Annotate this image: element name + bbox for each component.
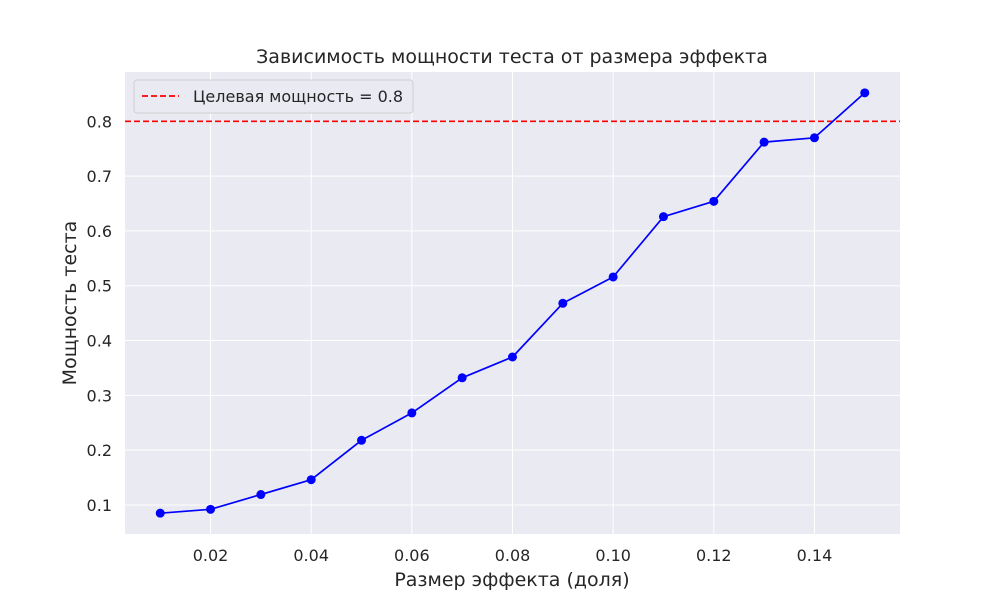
data-point bbox=[306, 475, 316, 485]
data-point bbox=[759, 137, 769, 147]
x-tick-label: 0.06 bbox=[394, 546, 430, 565]
x-tick-label: 0.10 bbox=[595, 546, 631, 565]
y-tick-label: 0.3 bbox=[87, 386, 112, 405]
chart-title: Зависимость мощности теста от размера эф… bbox=[256, 46, 768, 68]
series-layer bbox=[155, 88, 870, 518]
data-point bbox=[457, 373, 467, 383]
x-axis-label: Размер эффекта (доля) bbox=[394, 569, 629, 591]
data-point bbox=[809, 133, 819, 143]
legend-box bbox=[133, 79, 414, 114]
data-point bbox=[658, 212, 668, 222]
legend-label: Целевая мощность = 0.8 bbox=[193, 87, 403, 106]
x-tick-label: 0.08 bbox=[495, 546, 531, 565]
y-axis-ticks: 0.1 0.2 0.3 0.4 0.5 0.6 0.7 0.8 bbox=[87, 112, 112, 515]
y-tick-label: 0.1 bbox=[87, 496, 112, 515]
y-tick-label: 0.7 bbox=[87, 167, 112, 186]
y-tick-label: 0.5 bbox=[87, 277, 112, 296]
data-point bbox=[256, 490, 266, 500]
y-tick-label: 0.6 bbox=[87, 222, 112, 241]
data-point bbox=[608, 272, 618, 282]
legend: Целевая мощность = 0.8 bbox=[133, 79, 414, 114]
y-tick-label: 0.2 bbox=[87, 441, 112, 460]
x-axis-ticks: 0.02 0.04 0.06 0.08 0.10 0.12 0.14 bbox=[193, 546, 833, 565]
data-point bbox=[709, 196, 719, 206]
data-point bbox=[155, 508, 165, 518]
data-point bbox=[206, 504, 216, 514]
y-axis-label: Мощность теста bbox=[59, 221, 81, 386]
data-point bbox=[357, 435, 367, 445]
data-point bbox=[407, 408, 417, 418]
data-point bbox=[558, 298, 568, 308]
x-tick-label: 0.12 bbox=[696, 546, 732, 565]
x-tick-label: 0.14 bbox=[797, 546, 833, 565]
x-tick-label: 0.02 bbox=[193, 546, 229, 565]
data-point bbox=[508, 352, 517, 362]
data-point bbox=[860, 88, 870, 98]
y-tick-label: 0.8 bbox=[87, 112, 112, 131]
x-tick-label: 0.04 bbox=[293, 546, 329, 565]
y-tick-label: 0.4 bbox=[87, 332, 112, 351]
